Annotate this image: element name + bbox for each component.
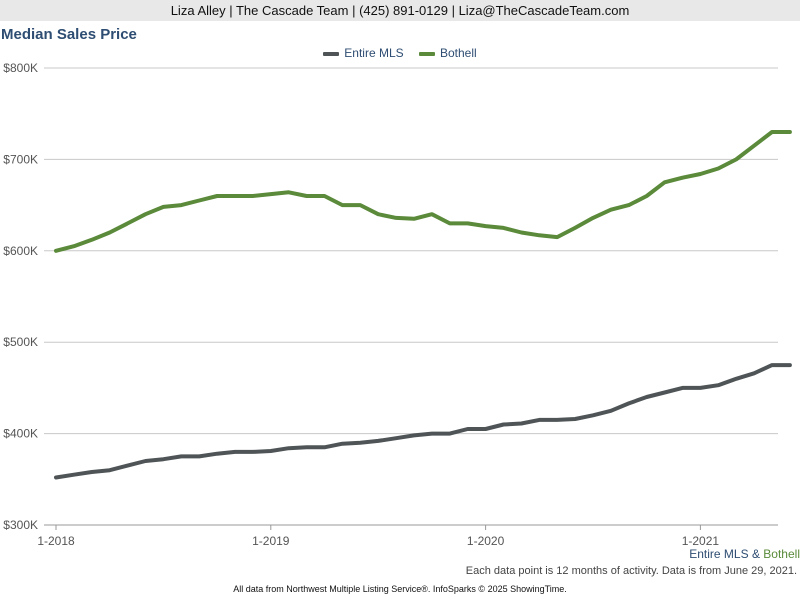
footnote-amp: & bbox=[751, 547, 760, 561]
data-source: All data from Northwest Multiple Listing… bbox=[233, 584, 567, 594]
legend-label-bothell: Bothell bbox=[440, 46, 477, 60]
y-tick-label: $600K bbox=[3, 244, 38, 258]
legend-swatch-entire-mls bbox=[323, 51, 340, 56]
y-tick-label: $400K bbox=[3, 427, 38, 441]
footnote-legend: Entire MLS & Bothell bbox=[689, 547, 800, 561]
footnote-mls: Entire MLS bbox=[689, 547, 749, 561]
chart-legend: Entire MLS Bothell bbox=[0, 46, 800, 60]
y-tick-label: $800K bbox=[3, 61, 38, 75]
y-tick-label: $300K bbox=[3, 518, 38, 532]
footnote-bothell: Bothell bbox=[763, 547, 800, 561]
data-note: Each data point is 12 months of activity… bbox=[465, 565, 797, 577]
legend-item-entire-mls[interactable]: Entire MLS bbox=[323, 46, 404, 60]
y-tick-label: $700K bbox=[3, 152, 38, 166]
contact-banner: Liza Alley | The Cascade Team | (425) 89… bbox=[0, 0, 800, 21]
series-line-entire-mls bbox=[54, 363, 792, 480]
x-tick-label: 1-2020 bbox=[467, 534, 505, 548]
legend-swatch-bothell bbox=[419, 51, 435, 56]
x-tick-label: 1-2021 bbox=[682, 534, 720, 548]
y-tick-label: $500K bbox=[3, 335, 38, 349]
series-line-bothell bbox=[54, 130, 792, 253]
x-tick-label: 1-2019 bbox=[252, 534, 290, 548]
x-tick-label: 1-2018 bbox=[37, 534, 75, 548]
legend-label-entire-mls: Entire MLS bbox=[344, 46, 404, 60]
chart-title: Median Sales Price bbox=[1, 26, 137, 43]
legend-item-bothell[interactable]: Bothell bbox=[419, 46, 477, 60]
